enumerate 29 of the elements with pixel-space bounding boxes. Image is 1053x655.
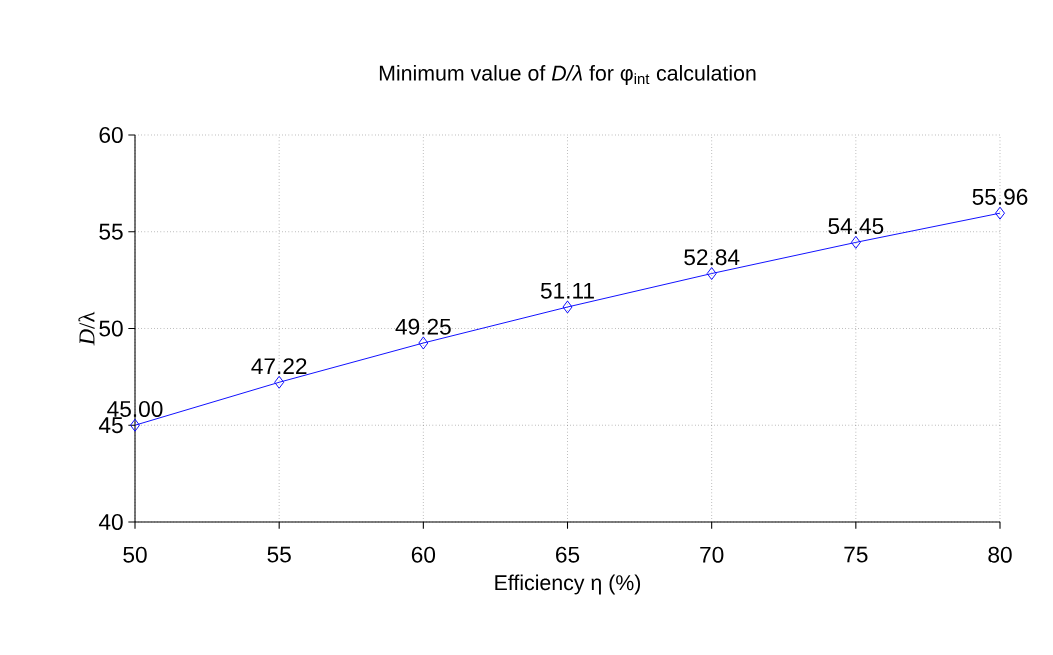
y-axis-title: D/λ (78, 311, 95, 346)
x-tick-label: 60 (411, 546, 436, 563)
data-label: 49.25 (395, 318, 451, 335)
data-label: 51.11 (540, 282, 594, 299)
data-label: 55.96 (972, 188, 1028, 205)
data-label: 45.00 (107, 400, 163, 417)
y-tick-label: 60 (99, 126, 123, 144)
data-label: 54.45 (828, 218, 884, 235)
y-tick-label: 40 (98, 513, 123, 531)
chart-title: Minimum value of D/λ for φ$_{int}$ calculation (379, 65, 756, 85)
x-tick-label: 50 (123, 546, 147, 563)
data-label: 47.22 (251, 358, 307, 375)
data-label: 52.84 (684, 249, 740, 266)
x-tick-label: 70 (700, 546, 724, 563)
x-tick-label: 55 (267, 546, 291, 563)
x-tick-label: 80 (988, 546, 1012, 563)
point (274, 375, 285, 389)
point (130, 418, 140, 432)
y-tick-label: 50 (99, 320, 123, 337)
x-axis-title: Efficiency η (%) (495, 574, 641, 595)
point (995, 206, 1005, 220)
y-tick-label: 55 (99, 223, 123, 240)
x-tick-label: 65 (556, 546, 580, 563)
point (850, 235, 861, 249)
x-tick-label: 75 (844, 546, 868, 563)
point (562, 300, 573, 314)
point (706, 267, 717, 280)
point (418, 336, 429, 350)
y-tick-label: 45 (98, 417, 123, 434)
